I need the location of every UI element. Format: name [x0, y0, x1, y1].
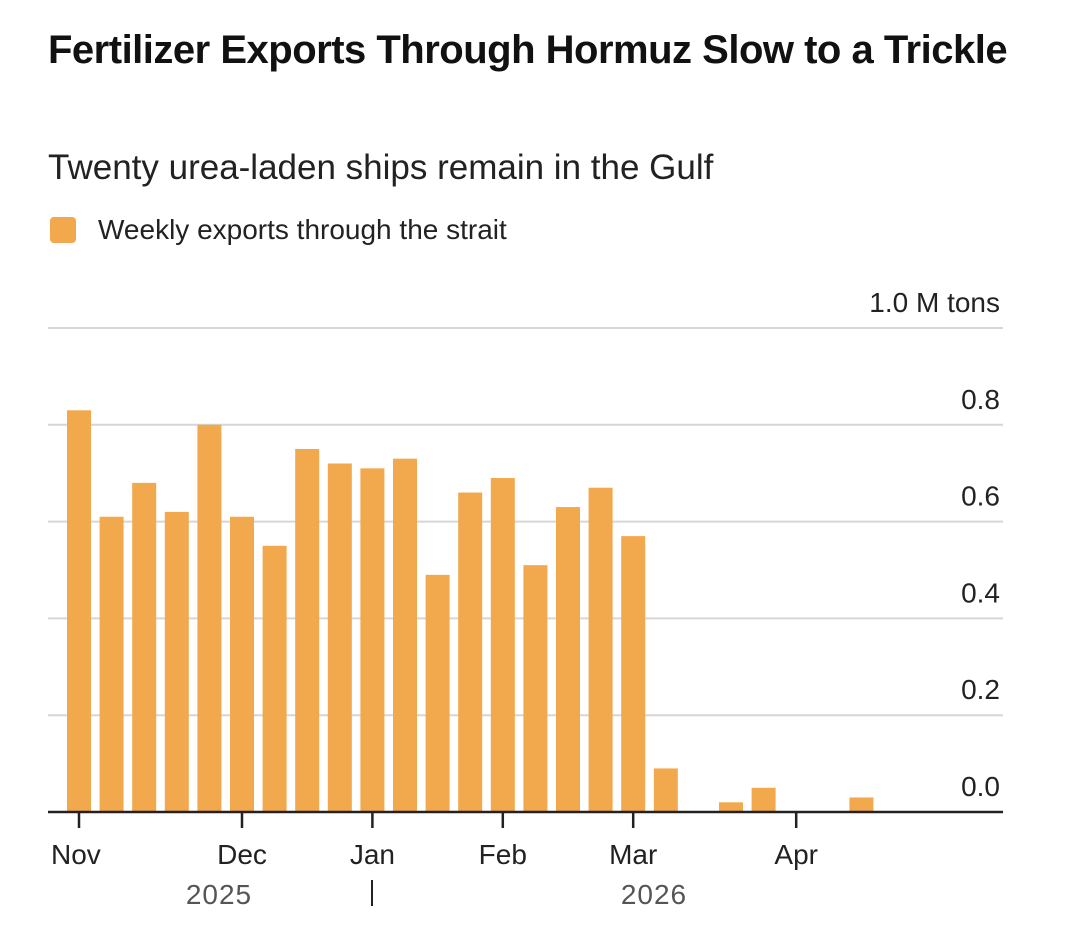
bar	[751, 787, 776, 812]
bar	[295, 449, 320, 812]
bar	[360, 468, 385, 812]
bar	[230, 516, 254, 812]
bar	[197, 424, 222, 812]
bar	[719, 802, 743, 812]
legend-label: Weekly exports through the strait	[98, 214, 507, 245]
x-tick-label: Apr	[774, 839, 818, 870]
bar	[67, 410, 91, 812]
x-tick-label: Jan	[350, 839, 395, 870]
y-tick-label: 0.8	[961, 384, 1000, 415]
year-label-2025: 2025	[186, 879, 252, 910]
bar	[523, 565, 548, 812]
y-tick-label: 0.4	[961, 577, 1000, 608]
x-tick-label: Mar	[609, 839, 657, 870]
bar	[425, 574, 450, 812]
bar	[588, 487, 613, 812]
legend: Weekly exports through the strait	[50, 214, 507, 246]
bar	[556, 507, 580, 812]
y-tick-label: 1.0 M tons	[869, 287, 1000, 318]
bar	[621, 536, 646, 812]
bar	[393, 458, 417, 812]
y-tick-label: 0.6	[961, 481, 1000, 512]
chart-subtitle: Twenty urea-laden ships remain in the Gu…	[48, 148, 714, 187]
bar	[490, 478, 515, 812]
chart-title: Fertilizer Exports Through Hormuz Slow t…	[48, 28, 1008, 72]
bar	[458, 492, 483, 812]
y-tick-label: 0.2	[961, 674, 1000, 705]
x-tick-label: Dec	[217, 839, 267, 870]
bar	[99, 516, 124, 812]
bar	[327, 463, 352, 812]
bar	[164, 511, 189, 812]
bar	[653, 768, 678, 812]
bar	[132, 482, 157, 812]
legend-swatch	[50, 217, 76, 243]
x-tick-label: Nov	[51, 839, 101, 870]
year-label-2026: 2026	[621, 879, 687, 910]
bar	[262, 545, 287, 812]
x-tick-label: Feb	[479, 839, 527, 870]
bar	[849, 797, 874, 812]
y-tick-label: 0.0	[961, 771, 1000, 802]
